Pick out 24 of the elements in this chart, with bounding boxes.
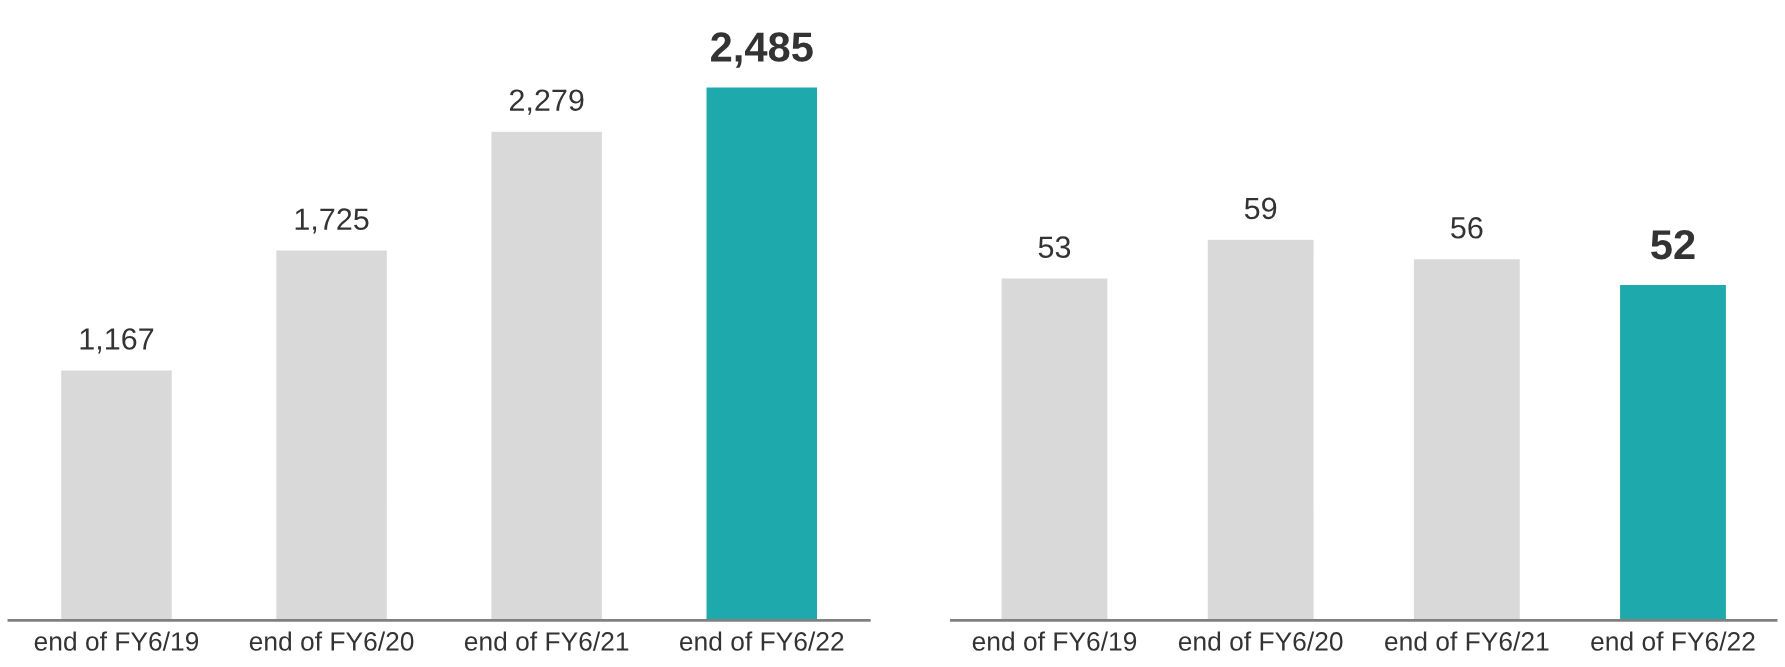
x-tick-label: end of FY6/20 [1178, 631, 1343, 651]
bar [1000, 277, 1109, 621]
bar [1618, 283, 1728, 621]
bar [274, 249, 389, 621]
data-label: 53 [1038, 236, 1071, 258]
data-label: 56 [1451, 216, 1483, 239]
data-label: 2,279 [509, 89, 584, 115]
bar [59, 369, 174, 621]
bar [490, 130, 604, 621]
x-tick-label: end of FY6/22 [1591, 631, 1755, 651]
bar [1412, 257, 1522, 621]
x-tick-label: end of FY6/22 [679, 631, 844, 651]
x-tick-label: end of FY6/20 [249, 631, 414, 651]
data-label: 1,725 [295, 208, 369, 234]
data-label: 59 [1244, 197, 1277, 220]
bar [705, 86, 819, 621]
x-tick-label: end of FY6/19 [972, 631, 1137, 651]
bar [1206, 238, 1315, 621]
x-tick-label: end of FY6/19 [34, 631, 199, 651]
data-label: 1,167 [80, 328, 154, 354]
x-tick-label: end of FY6/21 [464, 631, 629, 651]
data-label: 2,485 [711, 32, 813, 68]
x-tick-label: end of FY6/21 [1385, 631, 1549, 651]
data-label: 52 [1651, 229, 1695, 260]
